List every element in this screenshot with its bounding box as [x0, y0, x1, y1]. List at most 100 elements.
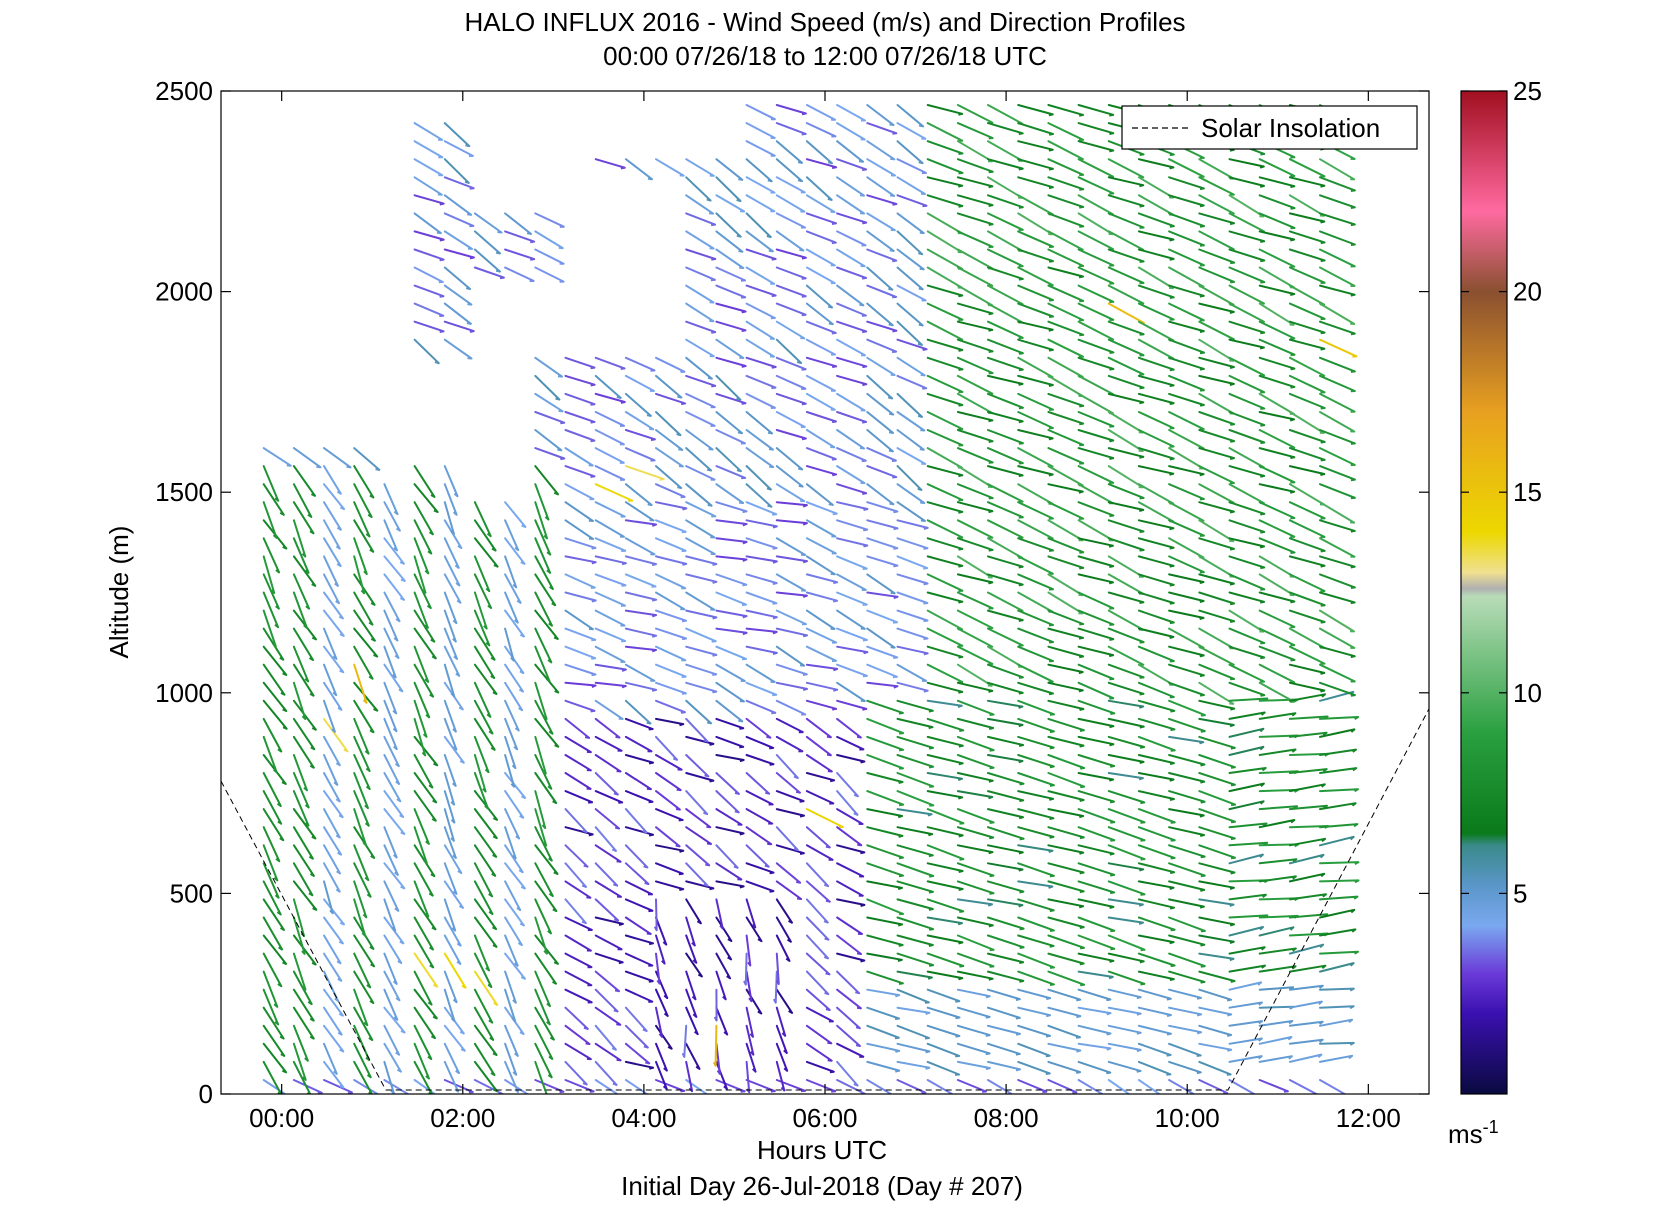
- wind-barb: [1018, 990, 1050, 998]
- wind-barb-head: [1079, 226, 1083, 227]
- wind-barb: [988, 250, 1023, 267]
- wind-barb-head: [622, 670, 626, 671]
- wind-barb: [837, 502, 867, 509]
- wind-barb: [566, 990, 592, 1003]
- wind-barb-head: [682, 639, 686, 640]
- wind-barb: [596, 430, 624, 444]
- wind-barb-head: [619, 924, 623, 925]
- wind-barb: [596, 629, 626, 641]
- wind-barb-head: [1079, 406, 1083, 407]
- wind-barb: [1139, 250, 1174, 259]
- wind-barb-head: [1080, 873, 1084, 874]
- wind-barb: [1169, 791, 1205, 802]
- wind-barb-head: [919, 289, 923, 290]
- wind-barb-head: [898, 960, 902, 961]
- wind-barb: [1109, 972, 1145, 984]
- wind-barb-head: [1077, 1051, 1081, 1052]
- wind-barb: [837, 827, 861, 845]
- wind-barb-head: [1321, 349, 1325, 350]
- wind-barb: [566, 430, 595, 441]
- wind-barb-head: [660, 479, 664, 480]
- wind-barb-head: [1170, 385, 1174, 386]
- wind-barb: [294, 936, 316, 965]
- wind-barb-head: [1200, 226, 1204, 227]
- wind-barb: [1199, 538, 1234, 549]
- wind-barb: [837, 556, 867, 568]
- wind-barb: [747, 159, 772, 181]
- wind-barb-head: [1050, 714, 1054, 715]
- wind-barb-head: [470, 188, 474, 189]
- wind-barb: [1048, 990, 1080, 1000]
- wind-barb-head: [1290, 419, 1294, 420]
- wind-barb-head: [765, 793, 769, 794]
- wind-barb: [1018, 358, 1052, 377]
- wind-barb: [535, 466, 558, 494]
- wind-barb-head: [1141, 894, 1145, 895]
- wind-barb: [747, 1062, 750, 1092]
- wind-barb: [1290, 683, 1324, 691]
- wind-barb: [1109, 177, 1143, 185]
- wind-barb: [1018, 683, 1053, 694]
- wind-barb: [566, 394, 595, 404]
- wind-barb-head: [1351, 295, 1355, 296]
- wind-barb-head: [1019, 279, 1023, 280]
- wind-barb-head: [1079, 568, 1083, 569]
- wind-barb: [686, 556, 716, 564]
- wind-barb: [1230, 304, 1265, 322]
- wind-barb: [1018, 611, 1053, 625]
- wind-barb-head: [1110, 875, 1114, 876]
- wind-barb: [807, 629, 836, 643]
- wind-barb: [1260, 430, 1295, 448]
- wind-barb: [1199, 358, 1234, 367]
- wind-barb: [686, 647, 716, 655]
- wind-barb-head: [929, 929, 933, 930]
- wind-barb: [384, 701, 396, 731]
- wind-barb: [1260, 268, 1294, 288]
- wind-barb: [1048, 845, 1083, 852]
- wind-barb: [1260, 987, 1293, 989]
- wind-barb-head: [854, 795, 858, 796]
- wind-barb: [988, 863, 1023, 869]
- wind-barb: [958, 1080, 986, 1092]
- wind-barb: [1048, 1080, 1076, 1092]
- wind-barb: [686, 286, 713, 303]
- wind-barb-head: [680, 1091, 684, 1092]
- wind-barb: [928, 647, 963, 657]
- wind-barb-head: [712, 674, 716, 675]
- wind-barb: [716, 159, 742, 180]
- wind-barb-head: [1200, 695, 1204, 696]
- wind-barb: [475, 936, 489, 971]
- wind-barb-head: [899, 733, 903, 734]
- wind-barb: [928, 1044, 960, 1056]
- wind-barb: [1139, 918, 1175, 930]
- wind-barb: [294, 574, 309, 608]
- wind-barb-head: [770, 891, 774, 892]
- wind-barb: [867, 755, 903, 768]
- wind-barb-head: [1140, 498, 1144, 499]
- wind-barb-head: [802, 439, 806, 440]
- wind-barb: [988, 629, 1023, 646]
- wind-barb-head: [802, 114, 806, 115]
- wind-barb: [867, 322, 896, 331]
- wind-barb: [294, 683, 305, 719]
- wind-barb: [988, 286, 1023, 305]
- wind-barb: [747, 574, 777, 583]
- wind-barb-head: [440, 204, 444, 205]
- wind-barb-head: [986, 1053, 990, 1054]
- wind-barb-head: [1080, 768, 1084, 769]
- wind-barb-head: [681, 403, 685, 404]
- wind-barb-head: [923, 568, 927, 569]
- wind-barb-head: [1230, 263, 1234, 264]
- wind-barb: [415, 195, 444, 203]
- wind-barb-head: [989, 205, 993, 206]
- wind-barb: [958, 448, 993, 462]
- wind-barb: [1320, 484, 1355, 498]
- wind-barb: [1109, 755, 1144, 762]
- wind-barb: [837, 719, 861, 738]
- wind-barb-head: [1170, 226, 1174, 227]
- wind-barb: [1018, 574, 1053, 589]
- wind-barb: [1199, 448, 1234, 458]
- wind-barb: [988, 231, 1022, 251]
- wind-barb: [1320, 929, 1355, 935]
